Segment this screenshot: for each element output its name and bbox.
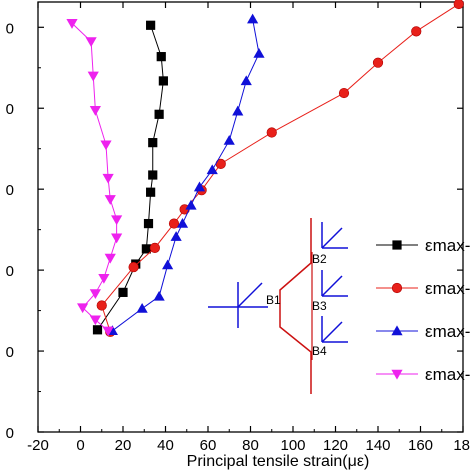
series-1 — [92, 20, 168, 335]
y-tick-label: 0 — [6, 20, 14, 37]
x-tick-label: 160 — [408, 437, 433, 454]
legend-label: εmax- — [425, 279, 470, 298]
y-tick-label: 0 — [6, 425, 14, 442]
x-axis-label: Principal tensile strain(με) — [187, 453, 370, 470]
data-point — [128, 261, 139, 273]
y-tick-label: 0 — [6, 263, 14, 280]
data-point — [96, 300, 107, 311]
data-point — [148, 138, 158, 148]
data-point — [453, 0, 464, 10]
data-point — [89, 315, 101, 326]
data-point — [156, 52, 166, 62]
data-point — [146, 187, 156, 197]
x-tick-label: 18 — [453, 437, 470, 454]
data-point — [266, 127, 277, 138]
x-tick-label: 20 — [115, 437, 132, 454]
y-tick-label: 0 — [6, 101, 14, 118]
data-point — [111, 233, 123, 244]
gauge-d — [321, 275, 343, 297]
series-layer — [66, 0, 464, 337]
data-point — [149, 242, 160, 253]
x-tick-label: 60 — [200, 437, 217, 454]
data-point — [148, 170, 158, 180]
data-point — [372, 57, 384, 68]
data-point — [158, 76, 168, 86]
data-point — [104, 253, 116, 264]
data-point — [253, 48, 265, 58]
data-point — [98, 274, 110, 284]
inset-label: B3 — [312, 299, 327, 313]
x-tick-label: 40 — [157, 437, 174, 454]
data-point — [143, 218, 154, 229]
data-point — [162, 259, 174, 270]
legend-marker — [391, 282, 403, 294]
series-2 — [96, 0, 464, 337]
series-3 — [106, 13, 265, 336]
data-point — [240, 75, 252, 86]
x-tick-label: 100 — [280, 437, 305, 454]
data-point — [168, 218, 180, 229]
x-tick-label: 140 — [365, 437, 390, 454]
data-point — [104, 195, 116, 205]
inset-diagram: B1 B2 B3 B4 — [208, 218, 348, 394]
data-point — [100, 140, 112, 151]
data-point — [193, 181, 206, 192]
data-point — [102, 173, 114, 184]
inset-label: B1 — [266, 293, 281, 307]
x-tick-label: 120 — [323, 437, 348, 454]
plot-frame — [37, 1, 464, 433]
data-point — [92, 325, 103, 335]
data-point — [118, 287, 128, 297]
gauge-d — [237, 282, 263, 308]
series-line — [112, 19, 260, 332]
data-point — [232, 105, 244, 116]
gauge-d — [321, 321, 343, 343]
inset-label: B2 — [312, 252, 327, 266]
data-point — [223, 135, 235, 145]
legend-label: εmax- — [425, 236, 470, 255]
data-point — [411, 26, 422, 37]
data-point — [154, 109, 164, 119]
data-point — [111, 215, 123, 226]
data-point — [206, 164, 218, 175]
data-point — [170, 231, 182, 241]
data-point — [141, 244, 151, 254]
legend-label: εmax- — [425, 365, 470, 384]
data-point — [89, 106, 101, 116]
x-tick-label: -20 — [27, 437, 49, 454]
legend-marker — [391, 325, 403, 336]
series-line — [101, 3, 460, 332]
data-point — [89, 289, 101, 299]
inset-pile-line — [279, 218, 312, 394]
inset-label: B4 — [312, 344, 327, 358]
legend-marker — [392, 240, 402, 250]
data-point — [66, 19, 78, 29]
data-point — [247, 13, 259, 24]
y-tick-label: 0 — [6, 344, 14, 361]
data-point — [85, 37, 97, 48]
x-tick-label: 0 — [76, 437, 84, 454]
data-point — [146, 20, 156, 30]
data-point — [77, 303, 89, 314]
legend-label: εmax- — [425, 322, 470, 341]
data-point — [153, 290, 165, 301]
data-point — [338, 87, 350, 99]
legend: εmax-εmax-εmax-εmax- — [376, 236, 470, 384]
y-tick-label: 0 — [6, 182, 14, 199]
data-point — [136, 302, 148, 313]
data-point — [87, 71, 99, 82]
gauge-d — [321, 227, 343, 249]
data-point — [102, 326, 114, 337]
series-4 — [66, 19, 123, 337]
data-point — [185, 199, 197, 210]
x-tick-label: 80 — [242, 437, 259, 454]
legend-marker — [391, 369, 403, 380]
data-point — [176, 217, 189, 228]
